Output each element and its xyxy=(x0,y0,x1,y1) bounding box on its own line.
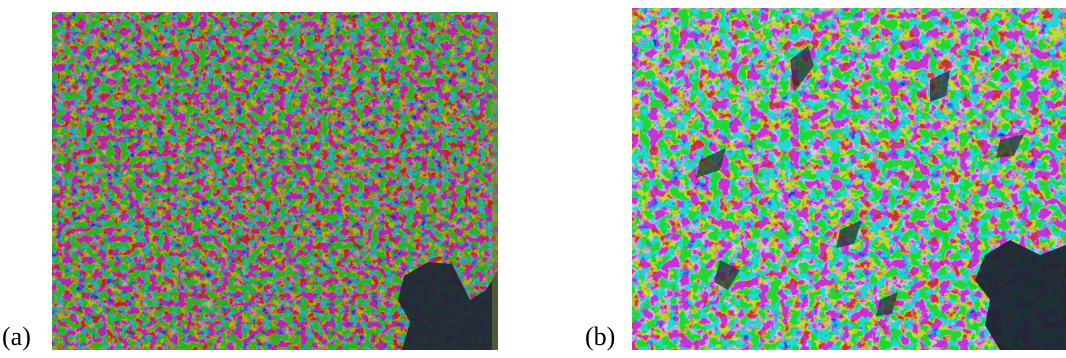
micrograph-a xyxy=(52,12,498,350)
dark-region xyxy=(975,240,1066,350)
edge xyxy=(492,12,498,350)
dark-region xyxy=(398,262,498,350)
micrograph-b xyxy=(632,8,1066,350)
panel-label: (b) xyxy=(585,322,615,351)
dark-streaks xyxy=(696,46,1024,316)
panel-label: (a) xyxy=(2,322,31,351)
